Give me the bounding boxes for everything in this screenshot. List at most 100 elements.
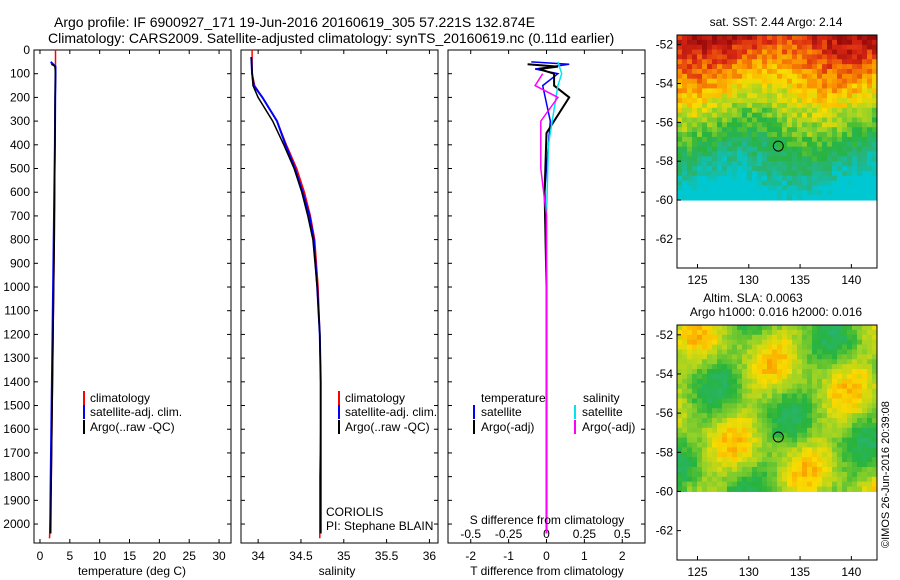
map-cell xyxy=(687,486,693,492)
map-cell xyxy=(857,378,863,385)
map-cell xyxy=(727,107,733,114)
map-cell xyxy=(807,422,813,429)
map-cell xyxy=(707,35,713,41)
map-cell xyxy=(687,170,693,177)
map-cell xyxy=(757,452,763,458)
map-cell xyxy=(677,122,683,128)
map-cell xyxy=(732,185,738,191)
map-cell xyxy=(727,427,733,434)
map-cell xyxy=(822,339,828,346)
map-cell xyxy=(692,403,698,409)
map-cell xyxy=(862,354,868,360)
map-cell xyxy=(782,403,788,409)
map-cell xyxy=(702,378,708,385)
map-cell xyxy=(747,354,753,360)
map-cell xyxy=(767,452,773,458)
map-cell xyxy=(697,190,703,196)
map-cell xyxy=(722,462,728,468)
map-cell xyxy=(717,112,723,119)
map-cell xyxy=(707,78,713,85)
map-cell xyxy=(812,354,818,360)
map-cell xyxy=(707,398,713,404)
map-cell xyxy=(777,334,783,341)
legend-label-satellite: satellite-adj. clim. xyxy=(345,405,437,419)
map-cell xyxy=(717,132,723,138)
map-cell xyxy=(822,93,828,99)
map-cell xyxy=(797,180,803,186)
map-cell xyxy=(872,107,878,114)
map-cell xyxy=(777,98,783,104)
map-cell xyxy=(702,98,708,104)
map-cell xyxy=(862,180,868,186)
map-cell xyxy=(742,418,748,424)
map-cell xyxy=(782,44,788,51)
map-cell xyxy=(767,359,773,365)
map-cell xyxy=(832,175,838,182)
map-cell xyxy=(812,73,818,80)
map-cell xyxy=(742,132,748,138)
map-cell xyxy=(812,383,818,390)
map-cell xyxy=(847,329,853,336)
map-cell xyxy=(712,393,718,399)
map-cell xyxy=(777,166,783,172)
map-cell xyxy=(837,175,843,182)
map-cell xyxy=(757,98,763,104)
map-cell xyxy=(827,408,833,414)
map-cell xyxy=(767,59,773,65)
map-cell xyxy=(757,447,763,453)
map-cell xyxy=(692,64,698,70)
map-cell xyxy=(722,175,728,182)
map-cell xyxy=(827,349,833,355)
map-cell xyxy=(682,447,688,453)
map-cell xyxy=(772,141,778,148)
map-cell xyxy=(682,64,688,70)
map-cell xyxy=(747,476,753,483)
map-cell xyxy=(747,359,753,365)
map-cell xyxy=(817,349,823,355)
map-cell xyxy=(857,471,863,478)
map-cell xyxy=(757,369,763,375)
map-cell xyxy=(762,359,768,365)
map-cell xyxy=(717,156,723,162)
map-cell xyxy=(747,486,753,492)
map-cell xyxy=(832,462,838,468)
map-cell xyxy=(832,190,838,196)
map-cell xyxy=(827,88,833,94)
map-cell xyxy=(682,325,688,331)
map-cell xyxy=(762,64,768,70)
map-cell xyxy=(692,88,698,94)
map-cell xyxy=(737,447,743,453)
map-cell xyxy=(782,369,788,375)
map-cell xyxy=(762,117,768,123)
map-cell xyxy=(712,39,718,46)
map-cell xyxy=(812,151,818,157)
map-cell xyxy=(807,427,813,434)
map-cell xyxy=(792,127,798,133)
map-cell xyxy=(852,170,858,177)
map-cell xyxy=(682,122,688,128)
map-cell xyxy=(732,136,738,143)
map-cell xyxy=(817,325,823,331)
map-cell xyxy=(797,344,803,350)
map-cell xyxy=(742,64,748,70)
map-cell xyxy=(742,98,748,104)
map-cell xyxy=(727,93,733,99)
map-cell xyxy=(682,383,688,390)
map-cell xyxy=(697,442,703,448)
map-cell xyxy=(842,329,848,336)
map-cell xyxy=(747,373,753,380)
map-cell xyxy=(807,107,813,114)
map-cell xyxy=(732,98,738,104)
x-tick-label: 34.5 xyxy=(289,549,313,563)
map-cell xyxy=(797,141,803,148)
map-cell xyxy=(807,44,813,51)
map-cell xyxy=(847,64,853,70)
map-cell xyxy=(742,122,748,128)
map-cell xyxy=(767,195,773,201)
map-cell xyxy=(847,427,853,434)
map-cell xyxy=(712,427,718,434)
map-cell xyxy=(802,161,808,167)
map-cell xyxy=(752,122,758,128)
map-cell xyxy=(712,166,718,172)
map-cell xyxy=(807,466,813,473)
